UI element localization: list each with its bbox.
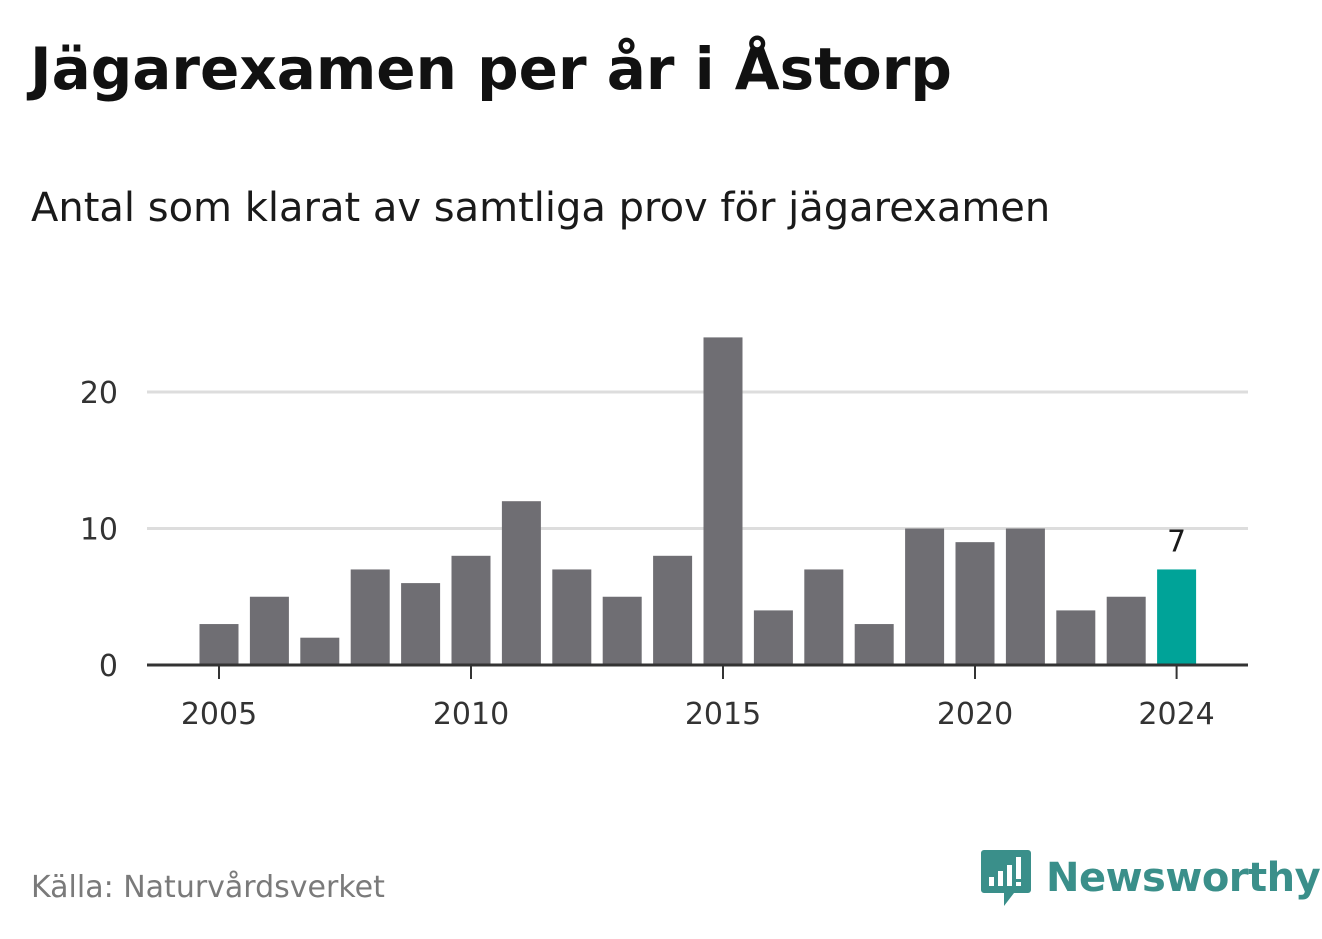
x-tick-label: 2024 — [1138, 697, 1214, 732]
bar — [249, 596, 289, 665]
bar — [653, 555, 693, 665]
brand-name: Newsworthy — [1046, 855, 1321, 901]
bar — [451, 555, 491, 665]
x-tick-label: 2005 — [181, 697, 257, 732]
gridlines: 0 10 20 — [80, 376, 1248, 684]
y-tick-label: 0 — [99, 649, 118, 684]
bar-highlight — [1157, 569, 1197, 665]
bar — [1005, 528, 1045, 665]
bar — [854, 624, 894, 665]
bar — [804, 569, 844, 665]
bar — [602, 596, 642, 665]
brand: Newsworthy — [980, 848, 1321, 908]
data-labels: 7 — [1167, 524, 1186, 559]
y-tick-label: 20 — [80, 376, 118, 411]
bar — [703, 337, 743, 665]
newsworthy-logo-icon — [981, 850, 1031, 906]
chart-title: Jägarexamen per år i Åstorp — [30, 35, 952, 103]
x-axis: 2005 2010 2015 2020 2024 — [147, 663, 1248, 732]
y-tick-label: 10 — [80, 513, 118, 548]
bar — [300, 637, 340, 665]
bar — [753, 610, 793, 665]
bar — [905, 528, 945, 665]
chart-subtitle: Antal som klarat av samtliga prov för jä… — [31, 185, 1051, 231]
bar — [199, 624, 239, 665]
x-tick-label: 2020 — [937, 697, 1013, 732]
bar — [1056, 610, 1096, 665]
bar — [1106, 596, 1146, 665]
x-tick-label: 2010 — [433, 697, 509, 732]
source-note: Källa: Naturvårdsverket — [31, 870, 385, 905]
x-tick-label: 2015 — [685, 697, 761, 732]
bar — [350, 569, 390, 665]
bar — [955, 542, 995, 665]
bars — [199, 337, 1197, 665]
bar — [552, 569, 592, 665]
bar — [501, 501, 541, 665]
data-label: 7 — [1167, 524, 1186, 559]
bar — [401, 583, 441, 665]
